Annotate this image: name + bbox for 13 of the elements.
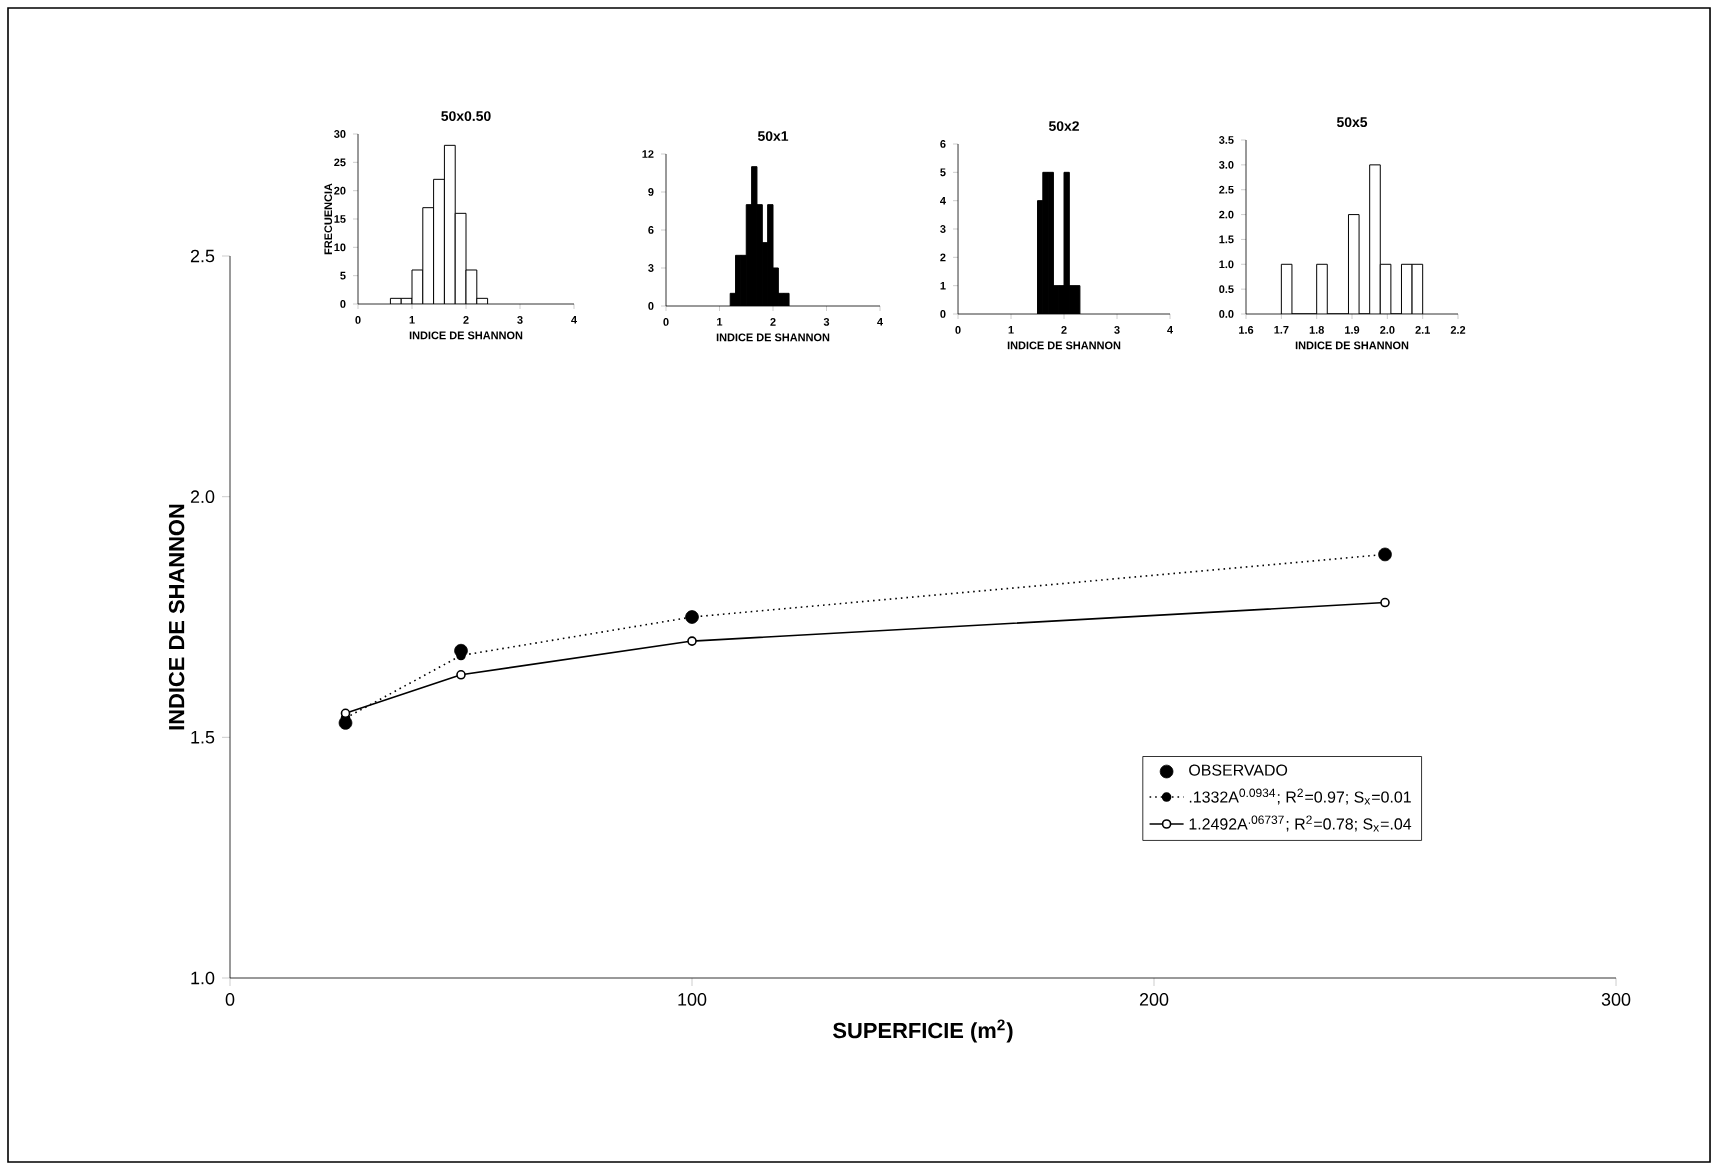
y-tick-label: 2.0 bbox=[190, 490, 215, 504]
x-tick-label: 100 bbox=[678, 993, 707, 1006]
point bbox=[687, 636, 697, 646]
y-tick-label: 1.5 bbox=[191, 731, 215, 744]
x-axis-title: SUPERFICIE (m$^{2}$) bbox=[833, 1019, 1013, 1043]
point bbox=[1380, 597, 1390, 608]
x-tick-label: 0 bbox=[225, 993, 235, 1006]
y-tick-label: 2.5 bbox=[190, 249, 215, 263]
x-tick-label: 200 bbox=[1139, 993, 1169, 1006]
y-axis-title: INDICE DE SHANNON bbox=[168, 504, 185, 730]
x-tick-label: 300 bbox=[1601, 993, 1631, 1006]
y-tick-label: 1.0 bbox=[191, 971, 215, 985]
point bbox=[456, 669, 466, 680]
